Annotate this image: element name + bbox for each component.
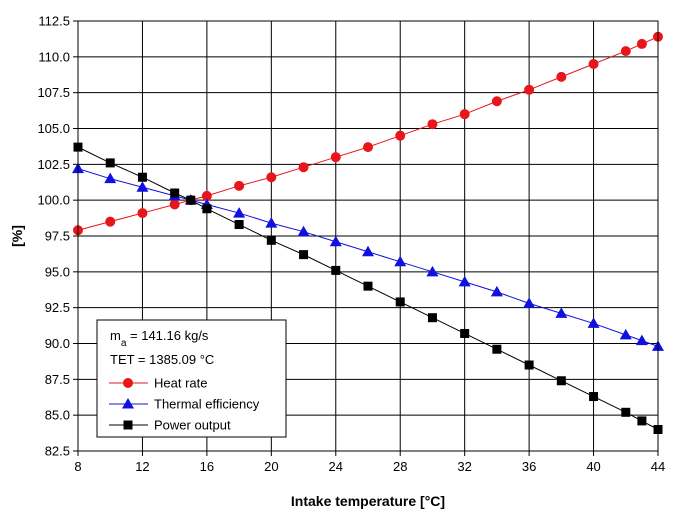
data-point-heat-rate <box>620 46 631 57</box>
data-point-power-output <box>524 360 534 370</box>
data-point-heat-rate <box>105 216 116 227</box>
y-tick-label: 107.5 <box>37 85 70 100</box>
data-point-thermal-efficiency <box>619 328 632 340</box>
data-point-power-output <box>589 392 599 402</box>
series-heat-rate <box>73 31 663 236</box>
y-tick-label: 82.5 <box>45 444 70 459</box>
legend-label-power-output: Power output <box>154 418 231 433</box>
annotation-tet: TET = 1385.09 °C <box>110 352 214 367</box>
data-point-power-output <box>460 328 470 338</box>
data-point-heat-rate <box>459 109 470 120</box>
data-point-power-output <box>234 220 244 230</box>
y-tick-label: 92.5 <box>45 300 70 315</box>
legend-marker-power-output <box>123 420 133 430</box>
x-tick-label: 44 <box>651 459 665 474</box>
x-tick-label: 16 <box>200 459 214 474</box>
data-point-power-output <box>299 250 309 260</box>
legend-entries: Heat rate Thermal efficiency Power output <box>109 376 260 433</box>
data-point-heat-rate <box>427 119 438 130</box>
plot-frame <box>77 20 659 452</box>
data-point-power-output <box>363 281 373 291</box>
data-point-power-output <box>266 235 276 245</box>
data-point-power-output <box>202 204 212 214</box>
data-point-heat-rate <box>169 199 180 210</box>
legend-label-thermal-efficiency: Thermal efficiency <box>154 397 260 412</box>
data-point-heat-rate <box>234 180 245 191</box>
data-point-thermal-efficiency <box>555 307 568 318</box>
annotation-mass-flow: ma = 141.16 kg/s <box>110 328 209 349</box>
data-point-heat-rate <box>330 152 341 163</box>
tick-labels: 8 12 16 20 24 28 32 36 40 44 82.5 85.0 87.5 90.0 92.5 9… <box>37 14 665 475</box>
data-point-thermal-efficiency <box>587 317 600 328</box>
y-tick-label: 110.0 <box>38 49 70 64</box>
data-point-thermal-efficiency <box>329 235 342 247</box>
y-tick-label: 90.0 <box>45 336 70 351</box>
annotation-mass-flow-symbol: m <box>110 328 121 343</box>
data-point-heat-rate <box>201 190 212 201</box>
legend-marker-thermal-efficiency <box>122 398 134 409</box>
data-point-thermal-efficiency <box>394 255 407 267</box>
data-point-power-output <box>492 344 502 354</box>
data-point-thermal-efficiency <box>635 334 648 346</box>
data-point-power-output <box>621 407 631 417</box>
series-line-heat-rate <box>77 36 659 231</box>
data-point-heat-rate <box>137 208 148 219</box>
y-tick-label: 112.5 <box>38 14 70 29</box>
x-tick-label: 32 <box>457 459 471 474</box>
x-tick-label: 8 <box>74 459 81 474</box>
y-tick-label: 95.0 <box>45 264 70 279</box>
x-tick-label: 36 <box>522 459 536 474</box>
data-point-thermal-efficiency <box>426 265 439 277</box>
y-tick-label: 105.0 <box>37 121 70 136</box>
annotation-mass-flow-subscript: a <box>121 338 127 349</box>
y-tick-label: 102.5 <box>37 157 70 172</box>
data-point-power-output <box>105 158 115 168</box>
data-point-heat-rate <box>524 84 535 95</box>
legend-label-heat-rate: Heat rate <box>154 376 207 391</box>
data-point-power-output <box>427 313 437 323</box>
y-axis-title: [%] <box>9 225 25 247</box>
data-point-thermal-efficiency <box>233 207 246 218</box>
x-tick-label: 24 <box>329 459 343 474</box>
data-point-power-output <box>395 297 405 307</box>
data-point-thermal-efficiency <box>265 217 278 228</box>
data-point-power-output <box>186 195 196 205</box>
x-tick-label: 28 <box>393 459 407 474</box>
y-tick-label: 85.0 <box>45 408 70 423</box>
y-tick-label: 87.5 <box>45 372 70 387</box>
data-point-thermal-efficiency <box>362 245 374 257</box>
data-point-thermal-efficiency <box>297 225 310 237</box>
x-tick-label: 20 <box>264 459 278 474</box>
data-point-heat-rate <box>588 59 599 69</box>
data-point-heat-rate <box>636 38 647 49</box>
data-point-power-output <box>556 376 566 386</box>
data-point-power-output <box>331 265 341 275</box>
x-axis-title: Intake temperature [°C] <box>291 493 445 509</box>
legend: ma = 141.16 kg/s TET = 1385.09 °C Heat r… <box>96 319 287 438</box>
data-point-thermal-efficiency <box>136 181 149 192</box>
data-point-heat-rate <box>298 162 309 173</box>
x-tick-label: 40 <box>586 459 600 474</box>
data-point-power-output <box>637 416 647 426</box>
x-tick-label: 12 <box>135 459 149 474</box>
data-point-power-output <box>170 188 180 198</box>
data-point-power-output <box>137 172 147 182</box>
annotation-mass-flow-value: = 141.16 kg/s <box>126 328 209 343</box>
data-point-thermal-efficiency <box>523 297 536 308</box>
data-point-thermal-efficiency <box>490 285 503 297</box>
y-tick-label: 100.0 <box>37 193 70 208</box>
data-point-heat-rate <box>395 130 406 141</box>
legend-marker-heat-rate <box>123 378 133 388</box>
data-point-thermal-efficiency <box>104 172 117 184</box>
data-point-thermal-efficiency <box>458 275 471 287</box>
data-point-heat-rate <box>266 172 277 183</box>
data-point-heat-rate <box>491 96 502 107</box>
data-point-heat-rate <box>556 71 567 82</box>
y-tick-label: 97.5 <box>45 229 70 244</box>
data-point-heat-rate <box>363 142 373 153</box>
